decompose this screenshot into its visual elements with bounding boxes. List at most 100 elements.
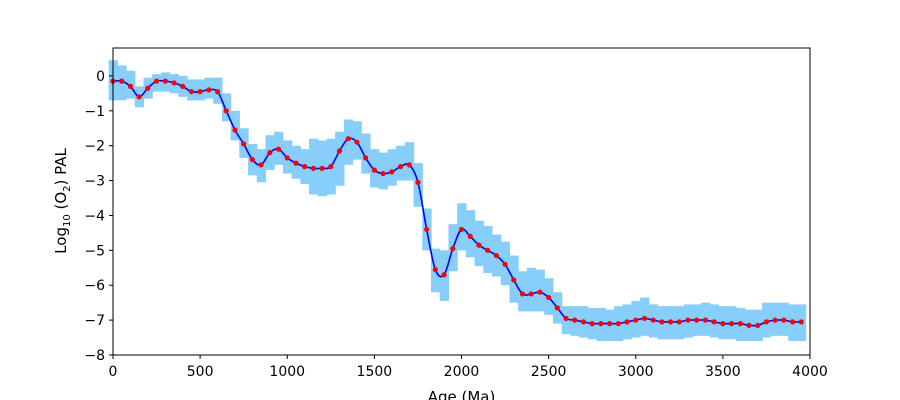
data-point — [685, 317, 691, 323]
data-point — [267, 150, 273, 156]
band-segment — [526, 267, 537, 312]
y-tick-label: −7 — [84, 313, 105, 329]
data-point — [284, 155, 290, 161]
data-point — [302, 164, 308, 170]
data-point — [589, 321, 595, 327]
data-point — [711, 319, 717, 325]
data-point — [389, 169, 395, 175]
data-point — [720, 321, 726, 327]
data-point — [502, 261, 508, 267]
x-tick-label: 2500 — [531, 364, 567, 380]
data-point — [380, 170, 386, 177]
x-tick-label: 1500 — [357, 364, 393, 380]
data-point — [432, 266, 438, 273]
x-tick-label: 0 — [109, 364, 118, 380]
data-point — [145, 85, 151, 91]
data-point — [702, 317, 709, 323]
data-point — [162, 78, 168, 84]
y-tick-label: −4 — [84, 208, 105, 224]
data-point — [580, 319, 587, 325]
x-tick-label: 2000 — [444, 364, 480, 380]
data-point — [737, 321, 743, 327]
data-point — [258, 162, 264, 168]
data-point — [197, 89, 203, 95]
data-point — [345, 136, 351, 142]
x-tick-label: 1000 — [269, 364, 305, 380]
y-axis-label: Log10 (O2) PAL — [52, 148, 73, 254]
data-point — [755, 322, 761, 328]
data-point — [511, 277, 517, 283]
y-tick-label: −6 — [84, 278, 105, 294]
data-points — [110, 78, 804, 328]
data-point — [537, 289, 543, 295]
data-point — [241, 141, 247, 147]
data-point — [424, 226, 430, 233]
y-axis: 0 −1 −2 −3 −4 −5 −6 −7 −8 — [84, 69, 113, 364]
data-point — [171, 80, 177, 86]
data-point — [728, 321, 735, 327]
band-segment — [343, 119, 354, 165]
data-point — [485, 247, 491, 253]
data-point — [363, 155, 369, 161]
data-point — [763, 319, 770, 325]
data-point — [493, 252, 499, 259]
data-point — [371, 167, 377, 173]
data-point — [127, 83, 134, 89]
x-axis-label: Age (Ma) — [428, 388, 496, 400]
data-point — [397, 164, 404, 170]
y-tick-label: −1 — [84, 104, 105, 120]
x-tick-label: 500 — [187, 364, 214, 380]
x-tick-label: 4000 — [792, 364, 828, 380]
x-tick-label: 3500 — [705, 364, 741, 380]
data-point — [650, 317, 656, 323]
x-tick-label: 3000 — [618, 364, 654, 380]
data-point — [310, 165, 316, 171]
data-point — [136, 94, 142, 100]
data-point — [458, 226, 465, 233]
data-point — [476, 242, 482, 248]
data-point — [789, 319, 796, 325]
data-point — [615, 321, 621, 327]
band-segment — [230, 110, 240, 141]
band-segment — [361, 133, 371, 174]
data-point — [528, 291, 534, 297]
data-point — [336, 148, 343, 154]
data-point — [659, 319, 665, 325]
data-point — [633, 317, 639, 323]
band-segment — [396, 145, 406, 181]
data-point — [746, 322, 752, 328]
band-segment — [335, 131, 345, 186]
data-point — [206, 87, 212, 93]
data-point — [641, 315, 648, 321]
data-point — [563, 315, 569, 321]
data-point — [607, 321, 613, 327]
series-line — [112, 79, 802, 327]
data-point — [467, 233, 473, 239]
data-point — [188, 89, 195, 95]
data-point — [328, 164, 334, 170]
data-point — [214, 89, 221, 95]
data-point — [180, 83, 186, 89]
data-point — [406, 162, 412, 168]
band-segment — [404, 142, 415, 181]
data-point — [694, 317, 700, 323]
data-point — [798, 319, 804, 325]
data-point — [119, 78, 125, 84]
data-point — [232, 127, 238, 133]
band-segment — [378, 152, 389, 190]
data-point — [153, 78, 160, 84]
band-segment — [518, 271, 528, 312]
data-point — [546, 294, 552, 301]
data-point — [415, 179, 421, 185]
data-point — [624, 319, 630, 325]
data-point — [293, 160, 299, 166]
data-point — [441, 272, 447, 278]
band-segment — [465, 210, 476, 258]
uncertainty-band — [108, 60, 807, 342]
y-tick-label: −5 — [84, 243, 105, 259]
y-tick-label: −8 — [84, 348, 105, 364]
data-point — [354, 139, 360, 145]
data-point — [519, 291, 526, 297]
y-tick-label: 0 — [96, 69, 105, 85]
